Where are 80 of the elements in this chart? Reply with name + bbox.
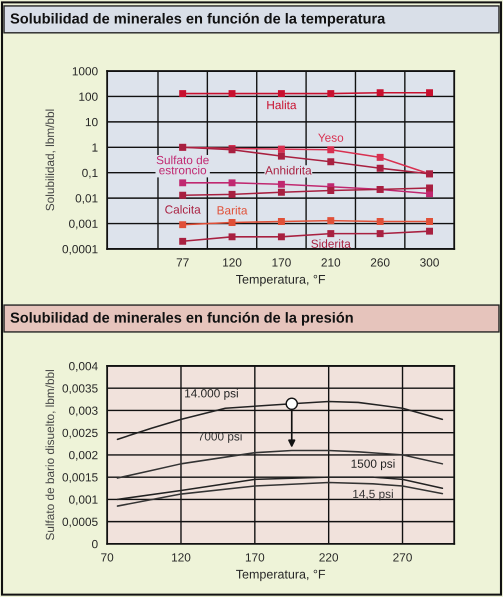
y-tick-label: 0,0005 — [62, 518, 98, 528]
x-tick-label: 77 — [176, 258, 189, 267]
point — [228, 219, 236, 226]
series-label: 14.000 psi — [185, 388, 238, 400]
y-tick-label: 0,004 — [69, 362, 98, 372]
y-axis-title: Solubilidad, lbm/bbl — [45, 110, 56, 211]
series-label: Siderita — [311, 239, 351, 248]
x-tick-label: 300 — [420, 258, 439, 267]
point — [376, 218, 384, 225]
y-tick-label: 0,003 — [69, 406, 98, 416]
point — [179, 179, 186, 186]
x-tick-label: 270 — [393, 553, 412, 562]
x-tick-label: 170 — [246, 553, 264, 562]
point — [327, 230, 334, 238]
point — [327, 217, 334, 224]
point — [179, 221, 186, 228]
series-label: Yeso — [318, 134, 344, 142]
y-tick-label: 10 — [86, 118, 98, 126]
point — [376, 154, 384, 161]
x-tick-label: 120 — [172, 553, 190, 562]
y-tick-label: 0,001 — [69, 220, 98, 230]
y-tick-label: 100 — [79, 92, 98, 101]
point — [426, 184, 433, 192]
point — [327, 158, 334, 166]
point — [278, 233, 285, 240]
point — [278, 218, 285, 225]
y-tick-label: 0,0001 — [62, 244, 98, 255]
y-tick-label: 1000 — [72, 67, 98, 76]
y-tick-label: 0,0025 — [62, 428, 98, 438]
point — [278, 180, 285, 188]
series-label: Sulfato de estroncio — [156, 156, 209, 174]
point — [426, 228, 433, 235]
x-axis-title: Temperatura, °F — [236, 570, 326, 582]
y-tick-label: 0,01 — [76, 194, 98, 204]
point — [228, 179, 236, 186]
point — [376, 89, 384, 96]
point — [278, 152, 285, 160]
y-tick-label: 0,001 — [69, 495, 98, 506]
line-series — [116, 476, 444, 500]
point — [179, 90, 186, 98]
series-label: Halita — [267, 100, 297, 110]
point — [327, 186, 334, 194]
point — [228, 90, 236, 98]
line-series — [116, 482, 444, 507]
series-label: Anhidrita — [265, 166, 312, 175]
x-tick-label: 220 — [319, 553, 338, 562]
chart-title: Solubilidad de minerales en función de la presión — [10, 312, 353, 326]
point — [228, 190, 236, 198]
y-tick-label: 0 — [92, 540, 98, 548]
point — [179, 192, 186, 199]
series-label: 1500 psi — [352, 459, 395, 470]
point — [278, 146, 285, 153]
point — [426, 89, 433, 96]
point — [426, 218, 433, 225]
x-tick-label: 70 — [101, 553, 114, 562]
y-axis-title: Sulfato de bario disuelto, lbm/bbl — [45, 370, 56, 540]
x-axis-title: Temperatura, °F — [236, 274, 326, 286]
series-label: 14,5 psi — [353, 489, 393, 500]
x-tick-label: 260 — [370, 258, 390, 267]
y-tick-label: 1 — [92, 143, 98, 152]
point — [278, 188, 285, 196]
point — [228, 233, 236, 240]
chart-title: Solubilidad de minerales en función de la temperatura — [10, 12, 386, 27]
y-tick-label: 0,0035 — [62, 384, 98, 394]
point — [327, 90, 334, 98]
x-tick-label: 210 — [322, 258, 340, 267]
point — [179, 238, 186, 245]
point — [278, 90, 285, 98]
y-tick-label: 0,0015 — [62, 473, 98, 483]
y-tick-label: 0,002 — [69, 450, 98, 461]
x-tick-label: 170 — [272, 258, 291, 267]
point — [327, 146, 334, 154]
series-label: 7000 psi — [198, 432, 242, 443]
series-label: Calcita — [165, 205, 201, 214]
point — [376, 164, 384, 172]
y-tick-label: 0,1 — [82, 168, 98, 178]
series-label: Barita — [218, 206, 248, 215]
x-tick-label: 120 — [223, 258, 242, 267]
line-series — [116, 450, 444, 479]
point — [376, 230, 384, 238]
